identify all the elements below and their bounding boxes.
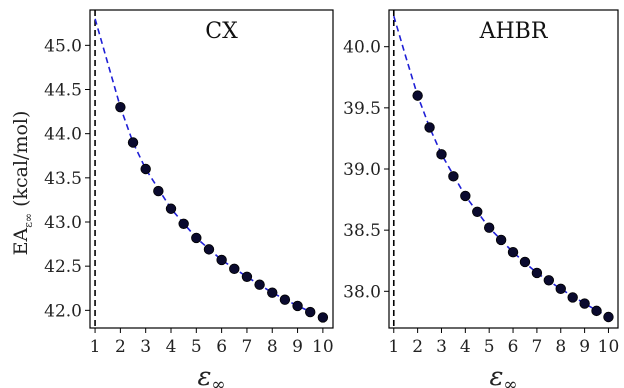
data-point [495,234,507,246]
fit-curve [393,15,609,318]
y-tick-label: 44.5 [44,81,82,101]
panel-cx: 1 2 3 4 5 6 7 8 9 10 42.0 42.5 43.0 43.5 44.0 44.5 45.0 C… [44,9,334,388]
data-point [165,203,177,214]
x-tick-label: 8 [267,337,278,357]
x-axis-label-subscript: ∞ [503,375,517,388]
data-point [203,244,215,255]
x-tick-label: 1 [90,337,101,357]
x-tick-label: 10 [598,337,620,357]
x-tick-label: 1 [388,337,399,357]
y-tick-label: 39.5 [343,99,381,119]
x-tick-label: 9 [292,337,303,357]
x-tick-label: 3 [140,337,151,357]
x-tick-label: 5 [484,337,495,357]
x-tick-label: 2 [115,337,126,357]
data-point [241,271,253,282]
y-tick-label: 43.5 [44,169,82,189]
data-point [579,298,590,309]
x-tick-label: 4 [460,337,471,357]
y-axis-label: EAε∞ (kcal/mol) [10,111,35,256]
data-point [412,90,423,101]
data-point [603,311,614,323]
x-tick-label: 7 [242,337,253,357]
data-point [216,254,227,266]
svg-text:EAε∞(kcal/mol): EAε∞ (kcal/mol) [10,111,35,256]
y-tick-label: 38.0 [343,282,381,302]
x-tick-label: 4 [166,337,177,357]
x-tick-label: 2 [412,337,423,357]
y-axis-label-subscript: ε∞ [22,213,35,228]
y-axis-label-main: EA [10,228,32,256]
data-point [254,279,265,290]
plot-frame [388,9,619,329]
x-tick-label: 7 [531,337,542,357]
y-tick-label: 43.0 [44,213,82,233]
data-point [178,218,189,229]
x-tick-label: 6 [216,337,227,357]
data-point [472,206,483,218]
data-point [543,275,555,286]
data-point [591,305,602,317]
x-axis-label: ε∞ [489,362,517,388]
data-point [424,122,435,133]
data-point [317,312,329,323]
data-point [292,300,303,312]
y-tick-label: 38.5 [343,221,381,241]
data-point [115,101,126,113]
plot-frame [89,9,334,329]
data-point [229,263,240,275]
x-tick-label: 5 [191,337,202,357]
panel-title: CX [205,19,238,44]
data-point [460,190,471,202]
data-point [153,185,164,197]
x-tick-label: 9 [579,337,590,357]
fit-curve [94,18,324,319]
data-point [127,137,139,148]
data-point [507,246,519,258]
data-point [305,306,316,318]
y-tick-label: 40.0 [343,38,381,58]
data-point [436,149,447,160]
x-tick-label: 8 [555,337,566,357]
data-point [483,222,495,233]
y-tick-label: 39.0 [343,160,381,180]
data-point [531,267,543,279]
y-tick-label: 42.0 [44,301,82,321]
data-point [519,256,531,268]
x-tick-label: 6 [508,337,519,357]
y-tick-label: 45.0 [44,36,82,56]
x-axis-label-main: ε [489,362,503,388]
panel-ahbr: 1 2 3 4 5 6 7 8 9 10 38.0 38.5 39.0 39.5 40.0 AHBR ε∞ [343,9,620,388]
y-tick-label: 44.0 [44,125,82,145]
x-tick-label: 10 [312,337,334,357]
data-point [191,232,202,244]
x-axis-label-subscript: ∞ [211,375,225,388]
y-axis-label-unit: (kcal/mol) [10,111,32,207]
data-point [140,163,151,175]
data-point [267,287,278,298]
data-point [279,294,291,305]
y-tick-label: 42.5 [44,257,82,277]
x-axis-label-main: ε [197,362,211,388]
data-point [448,171,459,182]
x-tick-label: 3 [436,337,447,357]
data-point [567,292,578,303]
x-axis-label: ε∞ [197,362,225,388]
data-point [555,283,566,295]
panel-title: AHBR [479,19,549,44]
